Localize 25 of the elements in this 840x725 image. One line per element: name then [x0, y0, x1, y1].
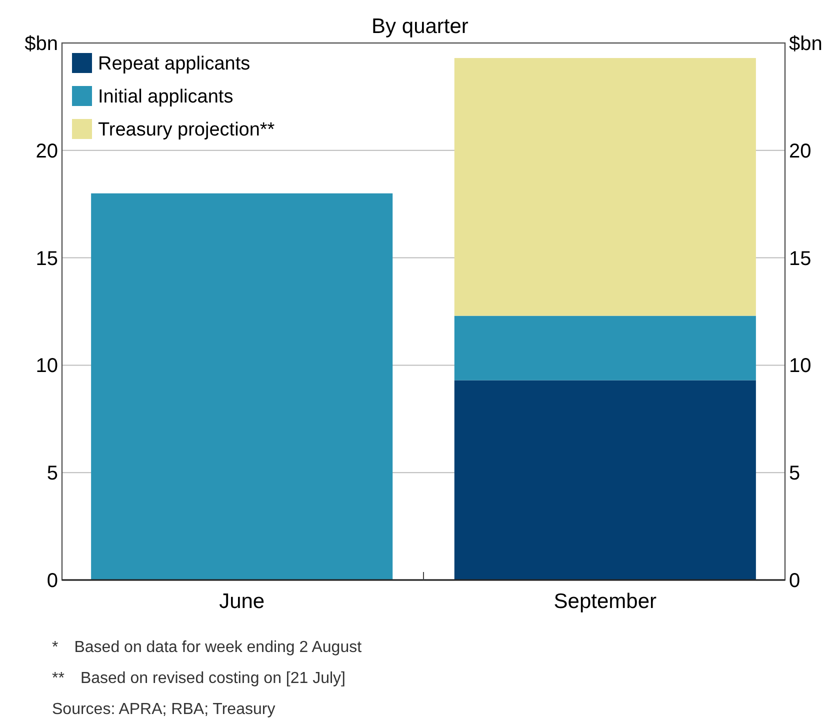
- legend-label: Treasury projection**: [98, 120, 276, 141]
- y-tick-label: 20: [36, 140, 58, 162]
- y-tick-label: 15: [36, 248, 58, 270]
- legend-label: Initial applicants: [98, 86, 234, 108]
- bar: [454, 380, 756, 580]
- legend-label: Repeat applicants: [98, 54, 250, 75]
- y2-tick-label: 15: [789, 248, 812, 270]
- y2-tick-label: 0: [789, 570, 800, 592]
- y2-tick-label: 10: [789, 355, 812, 378]
- bar: [454, 316, 756, 380]
- chart-subtitle: By quarter: [372, 15, 468, 38]
- x-tick-label: September: [554, 590, 657, 613]
- text: ** Based on revised costing on [21 July]: [52, 670, 346, 687]
- bar: [91, 193, 393, 580]
- source-note: Sources: APRA; RBA; Treasury: [52, 701, 276, 718]
- text: * Based on data for week ending 2 August: [52, 639, 362, 656]
- y2-tick-label: 20: [789, 140, 812, 162]
- x-tick-label: June: [219, 590, 265, 613]
- y-tick-label: 10: [36, 355, 58, 378]
- y2-tick-label: $bn: [789, 33, 822, 55]
- y-tick-label: 5: [46, 462, 58, 485]
- y-tick-label: 0: [46, 570, 58, 592]
- y2-tick-label: 5: [789, 462, 800, 485]
- y-tick-label: $bn: [24, 33, 58, 55]
- bar: [454, 58, 756, 316]
